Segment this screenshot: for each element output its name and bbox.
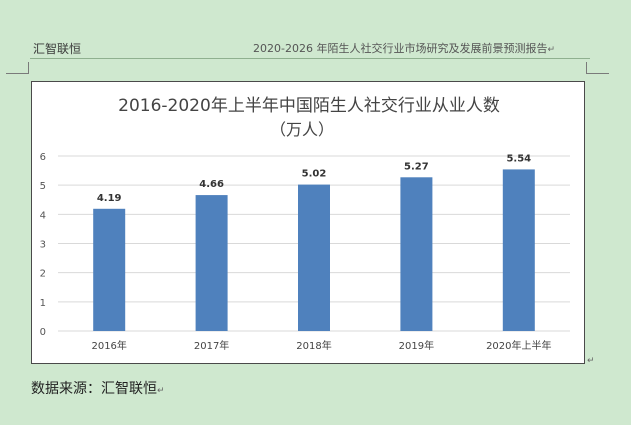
x-tick-label: 2020年上半年 (486, 339, 551, 352)
bar-1 (195, 195, 228, 331)
x-tick-label: 2018年 (296, 339, 331, 352)
paragraph-mark: ↵ (547, 45, 555, 55)
chart-subtitle: （万人） (270, 120, 334, 139)
chart-title: 2016-2020年上半年中国陌生人社交行业从业人数 (118, 96, 500, 116)
x-tick-label: 2017年 (194, 339, 229, 352)
crop-mark-right-vertical (586, 62, 587, 74)
data-label: 5.27 (404, 161, 429, 172)
y-tick-label: 4 (40, 210, 46, 221)
x-tick-label: 2019年 (399, 339, 434, 352)
header-right-title: 2020-2026 年陌生人社交行业市场研究及发展前景预测报告 (253, 42, 548, 55)
bar-chart: 2016-2020年上半年中国陌生人社交行业从业人数 （万人） 0123456 … (40, 96, 570, 352)
label-layer: 4.19 2016年 4.66 2017年 5.02 2018年 5.27 2019年 5.54… (91, 153, 551, 352)
y-tick-label: 6 (40, 152, 46, 163)
bar-layer (93, 169, 535, 331)
paragraph-mark-after-chart: ↵ (587, 356, 595, 366)
data-label: 5.02 (302, 169, 327, 180)
header-left-text: 汇智联恒 (33, 42, 82, 56)
paragraph-mark-source: ↵ (157, 386, 165, 396)
bar-2 (298, 184, 330, 331)
y-tick-label: 1 (40, 298, 46, 309)
crop-mark-right (587, 73, 609, 74)
data-label: 5.54 (506, 153, 531, 164)
crop-mark-left-vertical (28, 62, 29, 74)
crop-mark-left (6, 73, 28, 74)
bar-3 (400, 177, 433, 331)
y-tick-label: 0 (40, 327, 46, 338)
bar-4 (502, 169, 535, 331)
data-label: 4.19 (97, 193, 122, 204)
y-tick-label: 2 (40, 269, 46, 280)
x-tick-label: 2016年 (91, 339, 126, 352)
y-tick-label: 3 (40, 240, 46, 251)
bar-0 (93, 208, 126, 331)
data-label: 4.66 (199, 179, 224, 190)
y-tick-label: 5 (40, 181, 46, 192)
data-source-text: 数据来源：汇智联恒 (31, 381, 157, 397)
header-rule (30, 58, 590, 59)
data-source-note: 数据来源：汇智联恒↵ (31, 378, 165, 398)
header-right-text: 2020-2026 年陌生人社交行业市场研究及发展前景预测报告↵ (253, 40, 555, 56)
